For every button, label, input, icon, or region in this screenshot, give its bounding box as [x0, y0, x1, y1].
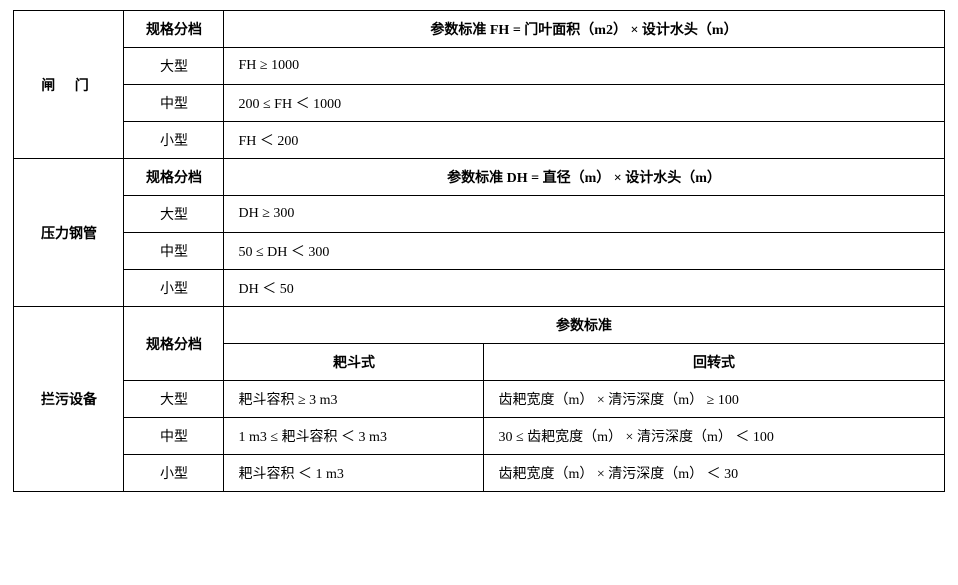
spec-cell: 大型: [124, 381, 224, 418]
param-cell: FH ≥ 1000: [224, 48, 944, 85]
param-header-trash: 参数标准: [224, 307, 944, 344]
table-row: 闸 门 规格分档 参数标准 FH = 门叶面积（m2） × 设计水头（m）: [14, 11, 944, 48]
param-header-pipe: 参数标准 DH = 直径（m） × 设计水头（m）: [224, 159, 944, 196]
spec-cell: 中型: [124, 233, 224, 270]
spec-cell: 小型: [124, 270, 224, 307]
table-row: 中型 1 m3 ≤ 耙斗容积 ＜ 3 m3 30 ≤ 齿耙宽度（m） × 清污深…: [14, 418, 944, 455]
section-name-pipe: 压力钢管: [14, 159, 124, 307]
sub2-cell: 30 ≤ 齿耙宽度（m） × 清污深度（m） ＜ 100: [484, 418, 944, 455]
sub2-cell: 齿耙宽度（m） × 清污深度（m） ≥ 100: [484, 381, 944, 418]
sub1-cell: 1 m3 ≤ 耙斗容积 ＜ 3 m3: [224, 418, 484, 455]
table-row: 拦污设备 规格分档 参数标准: [14, 307, 944, 344]
table-row: 大型 FH ≥ 1000: [14, 48, 944, 85]
spec-table: 闸 门 规格分档 参数标准 FH = 门叶面积（m2） × 设计水头（m） 大型…: [13, 10, 944, 492]
sub1-cell: 耙斗容积 ≥ 3 m3: [224, 381, 484, 418]
spec-cell: 大型: [124, 48, 224, 85]
param-cell: 200 ≤ FH ＜ 1000: [224, 85, 944, 122]
spec-cell: 小型: [124, 455, 224, 492]
param-cell: DH ＜ 50: [224, 270, 944, 307]
section-name-gate: 闸 门: [14, 11, 124, 159]
spec-cell: 中型: [124, 85, 224, 122]
spec-cell: 小型: [124, 122, 224, 159]
table-row: 压力钢管 规格分档 参数标准 DH = 直径（m） × 设计水头（m）: [14, 159, 944, 196]
table-row: 小型 FH ＜ 200: [14, 122, 944, 159]
sub-header-1: 耙斗式: [224, 344, 484, 381]
param-cell: FH ＜ 200: [224, 122, 944, 159]
table-row: 小型 DH ＜ 50: [14, 270, 944, 307]
table-row: 小型 耙斗容积 ＜ 1 m3 齿耙宽度（m） × 清污深度（m） ＜ 30: [14, 455, 944, 492]
spec-cell: 大型: [124, 196, 224, 233]
spec-header: 规格分档: [124, 307, 224, 381]
table-row: 大型 耙斗容积 ≥ 3 m3 齿耙宽度（m） × 清污深度（m） ≥ 100: [14, 381, 944, 418]
param-cell: 50 ≤ DH ＜ 300: [224, 233, 944, 270]
sub1-cell: 耙斗容积 ＜ 1 m3: [224, 455, 484, 492]
spec-header: 规格分档: [124, 159, 224, 196]
table-row: 大型 DH ≥ 300: [14, 196, 944, 233]
sub-header-2: 回转式: [484, 344, 944, 381]
sub2-cell: 齿耙宽度（m） × 清污深度（m） ＜ 30: [484, 455, 944, 492]
param-header-gate: 参数标准 FH = 门叶面积（m2） × 设计水头（m）: [224, 11, 944, 48]
section-name-trash: 拦污设备: [14, 307, 124, 492]
param-cell: DH ≥ 300: [224, 196, 944, 233]
table-row: 中型 50 ≤ DH ＜ 300: [14, 233, 944, 270]
spec-header: 规格分档: [124, 11, 224, 48]
table-row: 中型 200 ≤ FH ＜ 1000: [14, 85, 944, 122]
spec-cell: 中型: [124, 418, 224, 455]
